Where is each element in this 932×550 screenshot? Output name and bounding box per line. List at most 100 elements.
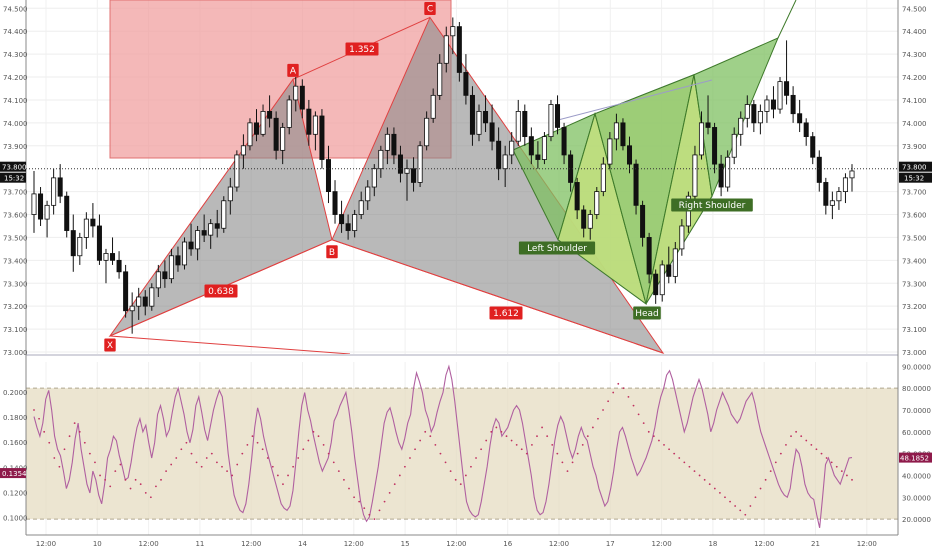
candle-body: [816, 156, 822, 183]
current-price-label-left: 73.800: [2, 164, 27, 172]
price-axis: 74.500 74.500 74.400 74.400 74.300 74.300 74.2…: [0, 5, 932, 357]
oscillator-dot: [63, 448, 66, 451]
oscillator-dot: [708, 483, 711, 486]
candle-body: [561, 127, 567, 156]
time-tick: 17: [606, 540, 615, 548]
oscillator-dot: [683, 461, 686, 464]
oscillator-dot: [673, 452, 676, 455]
candle-body: [162, 271, 168, 280]
oscillator-panel: [33, 364, 853, 528]
oscillator-dot: [713, 487, 716, 490]
candle-body: [345, 223, 351, 231]
oscillator-tick-left: 0.1800: [3, 414, 28, 422]
oscillator-dot: [226, 470, 228, 472]
oscillator-dot: [409, 457, 411, 459]
candle-body: [51, 177, 57, 206]
candle-body: [437, 62, 443, 96]
candle-body: [339, 214, 345, 225]
candle-body: [253, 122, 260, 135]
oscillator-dot: [663, 444, 665, 446]
candle-body: [620, 122, 626, 147]
oscillator-dot: [698, 474, 701, 477]
oscillator-dot: [307, 439, 310, 442]
oscillator-dot: [464, 474, 467, 477]
oscillator-dot: [109, 485, 112, 488]
oscillator-dot: [470, 465, 472, 468]
price-tick-left: 73.900: [3, 143, 28, 151]
candle-body: [38, 193, 44, 220]
candle-body: [365, 186, 371, 202]
candle-body: [528, 136, 534, 156]
oscillator-dot: [297, 457, 300, 459]
candle-body: [411, 168, 417, 183]
oscillator-dot: [536, 435, 538, 438]
oscillator-dot: [531, 444, 533, 446]
candle-body: [738, 117, 744, 135]
oscillator-dot: [652, 435, 655, 438]
current-price-badge-right: [899, 161, 932, 172]
price-tick-right: 74.000: [902, 120, 927, 128]
candle-body: [227, 186, 233, 202]
oscillator-dot: [104, 478, 107, 481]
point-a-label-bg: [287, 63, 299, 77]
head-and-shoulders-pattern: [512, 0, 797, 306]
oscillator-dot: [312, 430, 315, 433]
price-tick-left: 73.000: [3, 349, 28, 357]
candle-body: [515, 111, 521, 142]
oscillator-dot: [444, 461, 447, 464]
candle-body: [299, 85, 305, 110]
oscillator-dot: [68, 435, 71, 438]
price-tick-right: 74.100: [902, 97, 927, 105]
candle-body: [57, 177, 63, 197]
oscillator-dot: [83, 441, 86, 444]
price-tick-right: 73.500: [902, 234, 927, 242]
oscillator-axis: 0.20000.18000.16000.14000.12000.100090.0…: [0, 363, 932, 524]
oscillator-dot: [419, 439, 422, 442]
price-tick-right: 73.600: [902, 212, 927, 220]
time-tick: 21: [811, 540, 820, 548]
candle-body: [312, 115, 318, 135]
candle-body: [463, 72, 469, 96]
price-tick-right: 73.900: [902, 143, 927, 151]
point-c-label-bg: [424, 1, 436, 15]
oscillator-dot: [627, 396, 630, 398]
candle-body: [836, 191, 842, 202]
oscillator-dot: [566, 470, 569, 472]
price-tick-right: 73.700: [902, 189, 927, 197]
candle-body: [221, 200, 227, 229]
oscillator-grid: [26, 387, 898, 520]
oscillator-dot: [124, 478, 127, 481]
oscillator-dot: [475, 457, 477, 459]
oscillator-dot: [622, 387, 625, 390]
oscillator-dot: [805, 439, 808, 442]
oscillator-dot: [840, 470, 843, 472]
candle-body: [790, 94, 796, 115]
oscillator-tick-left: 0.1000: [3, 514, 28, 522]
candle-body: [44, 204, 50, 220]
oscillator-dot: [495, 426, 498, 429]
candle-body: [214, 223, 220, 229]
oscillator-dot: [759, 487, 762, 490]
oscillator-dot: [546, 435, 549, 438]
price-tick-left: 73.400: [3, 257, 28, 265]
oscillator-dot: [815, 448, 818, 451]
oscillator-dot: [322, 444, 325, 446]
oscillator-dot: [602, 409, 604, 411]
candle-body: [273, 117, 279, 151]
oscillator-dot: [612, 391, 615, 394]
candle-body: [182, 241, 188, 266]
oscillator-dot: [388, 492, 391, 494]
oscillator-dot: [53, 457, 56, 459]
time-badge-right: [899, 172, 932, 183]
oscillator-dot: [520, 448, 523, 451]
candle-body: [325, 159, 331, 193]
candle-body: [613, 122, 619, 140]
candle-body: [397, 154, 403, 174]
line-bd: [331, 239, 664, 354]
oscillator-dot: [434, 444, 437, 446]
ratio-bd-label: 1.612: [493, 309, 519, 319]
oscillator-dot: [617, 382, 620, 385]
oscillator-tick-left: 0.1200: [3, 489, 28, 497]
oscillator-dot: [99, 474, 101, 477]
